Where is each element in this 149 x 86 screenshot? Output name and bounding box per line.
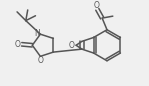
Text: O: O xyxy=(14,40,20,49)
Text: O: O xyxy=(69,41,75,50)
Text: O: O xyxy=(93,1,99,9)
Text: N: N xyxy=(34,29,40,38)
Text: O: O xyxy=(37,56,43,65)
